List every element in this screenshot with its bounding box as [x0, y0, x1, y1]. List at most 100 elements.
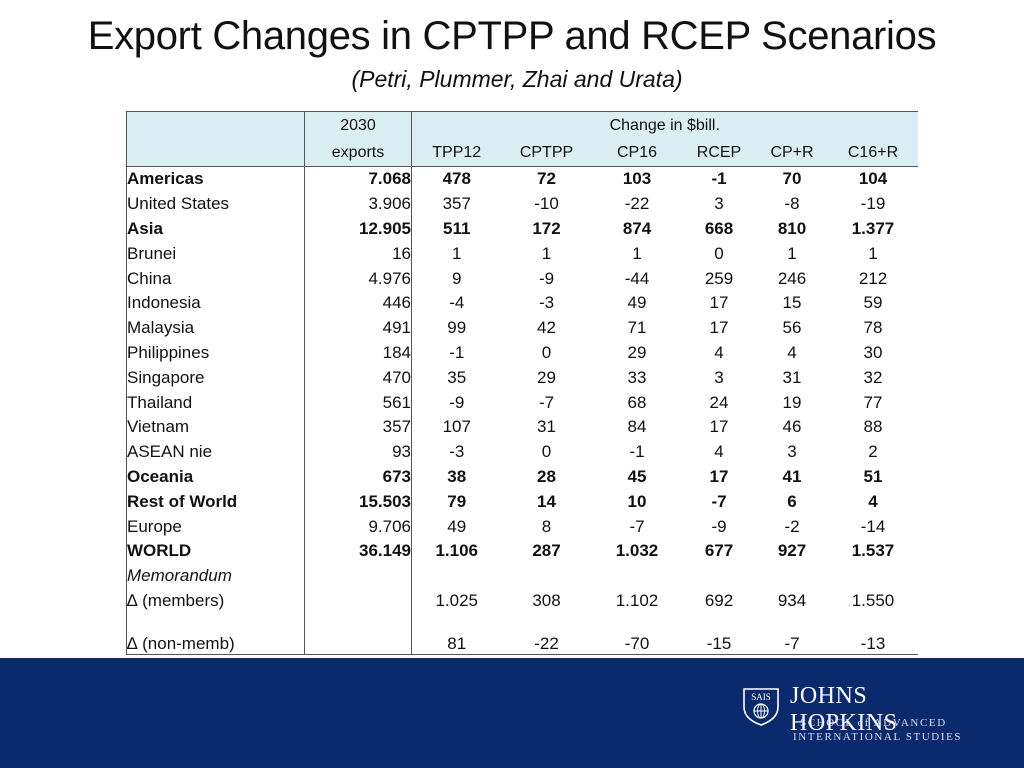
table-row: China 4.976 9 -9 -44 259 246 212: [126, 266, 918, 291]
cell-value: 1.032: [615, 541, 659, 561]
header-region-cell: [126, 111, 305, 167]
cell-value: [412, 564, 502, 589]
header-exports-line2: exports: [304, 140, 412, 167]
page-subtitle: (Petri, Plummer, Zhai and Urata): [351, 66, 683, 92]
cell-value: 259: [704, 268, 734, 288]
school-line2: INTERNATIONAL STUDIES: [793, 731, 963, 743]
cell-value: 104: [858, 169, 888, 189]
column-header: CP+R: [755, 140, 829, 167]
region-label: Malaysia: [126, 315, 305, 341]
cell-value: 88: [863, 417, 883, 437]
cell-value: 81: [411, 613, 502, 656]
cell-value: 874: [622, 218, 652, 238]
cell-value: 32: [863, 367, 883, 387]
table-body: Americas 7.068 478 72 103 -1 70 104 Unit…: [126, 166, 918, 656]
cell-value: 24: [709, 392, 729, 412]
cell-value: 30: [863, 342, 883, 362]
cell-value: [756, 564, 829, 589]
cell-value: 17: [709, 466, 729, 486]
cell-value: 1.537: [851, 541, 895, 561]
table-row: Rest of World 15.503 79 14 10 -7 6 4: [126, 489, 918, 515]
cell-value: 308: [532, 590, 561, 610]
cell-value: 107: [442, 417, 471, 437]
cell-value: 511: [443, 218, 471, 238]
cell-value: 172: [532, 218, 561, 238]
cell-value: 17: [709, 417, 729, 437]
cell-value: 246: [777, 268, 807, 288]
cell-value: 59: [863, 293, 883, 313]
exports-value: 93: [304, 439, 412, 465]
cell-value: 4: [714, 342, 724, 362]
cell-value: -19: [860, 194, 886, 214]
cell-value: -7: [538, 392, 555, 412]
region-label: Americas: [126, 166, 305, 192]
cell-value: 4: [787, 342, 797, 362]
exports-value: 3.906: [304, 191, 412, 217]
cell-value: -22: [501, 613, 592, 656]
cell-value: -15: [682, 613, 756, 656]
region-label: Brunei: [126, 241, 305, 267]
cell-value: 4: [868, 491, 878, 511]
cell-value: 15: [782, 293, 802, 313]
table-row: Malaysia 491 99 42 71 17 56 78: [126, 315, 918, 341]
exports-value: 12.905: [304, 216, 412, 242]
cell-value: [829, 564, 918, 589]
exports-value: [304, 563, 412, 589]
cell-value: 41: [782, 466, 802, 486]
cell-value: -2: [784, 516, 800, 536]
cell-value: 3: [787, 442, 797, 462]
cell-value: 84: [627, 417, 647, 437]
region-label: Vietnam: [126, 414, 305, 440]
cell-value: -14: [860, 516, 886, 536]
cell-value: [592, 564, 683, 589]
region-label: China: [126, 266, 305, 291]
jhu-sais-logo: SAIS JOHNS HOPKINS SCHOOL of ADVANCED IN…: [740, 681, 980, 751]
cell-value: -9: [711, 516, 727, 536]
nonmembers-label: ∆ (non-memb): [126, 613, 305, 656]
cell-value: -22: [624, 194, 650, 214]
column-header: C16+R: [828, 140, 918, 167]
cell-value: 1.106: [435, 541, 479, 561]
cell-value: 17: [709, 318, 729, 338]
cell-value: -3: [449, 442, 465, 462]
cell-value: 77: [863, 392, 883, 412]
cell-value: 99: [447, 318, 467, 338]
cell-value: 1.102: [615, 590, 659, 610]
column-header: CPTPP: [501, 140, 592, 167]
cell-value: 0: [714, 243, 724, 263]
sais-seal-icon: SAIS: [743, 688, 779, 726]
table-row: ASEAN nie 93 -3 0 -1 4 3 2: [126, 439, 918, 465]
cell-value: 46: [782, 417, 802, 437]
cell-value: -1: [711, 169, 727, 189]
cell-value: 6: [787, 491, 797, 511]
cell-value: 1: [868, 243, 878, 263]
cell-value: -7: [711, 491, 727, 511]
table-row: Asia 12.905 511 172 874 668 810 1.377: [126, 216, 918, 242]
column-header: CP16: [591, 140, 683, 167]
table-row: Indonesia 446 -4 -3 49 17 15 59: [126, 290, 918, 316]
cell-value: 1.550: [851, 590, 895, 610]
exports-value: 4.976: [304, 266, 412, 291]
memorandum-nonmembers-row: ∆ (non-memb) 81 -22 -70 -15 -7 -13: [126, 613, 918, 656]
cell-value: 1: [632, 243, 642, 263]
cell-value: -70: [591, 613, 683, 656]
exports-value: 184: [304, 340, 412, 366]
cell-value: 70: [782, 169, 802, 189]
table-row: Thailand 561 -9 -7 68 24 19 77: [126, 390, 918, 415]
cell-value: 287: [532, 541, 561, 561]
cell-value: 1.025: [435, 590, 479, 610]
cell-value: 8: [541, 516, 552, 536]
cell-value: 17: [709, 293, 729, 313]
cell-value: -7: [629, 516, 645, 536]
table-row: Brunei 16 1 1 1 0 1 1: [126, 241, 918, 267]
cell-value: 0: [541, 342, 552, 362]
cell-value: 68: [627, 392, 647, 412]
cell-value: 29: [627, 342, 647, 362]
column-header: RCEP: [682, 140, 756, 167]
cell-value: 28: [537, 466, 556, 486]
exports-value: 673: [304, 464, 412, 490]
exports-value: 470: [304, 365, 412, 391]
memorandum-members-row: ∆ (members) 1.025 308 1.102 692 934 1.55…: [126, 588, 918, 614]
region-label: Thailand: [126, 390, 305, 415]
cell-value: 56: [782, 318, 802, 338]
